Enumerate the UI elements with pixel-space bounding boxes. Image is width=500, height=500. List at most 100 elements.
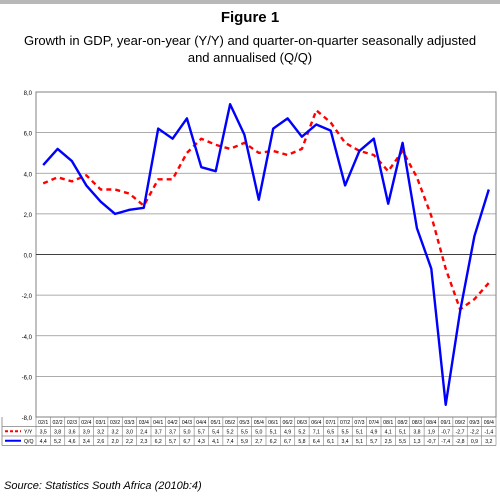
y-tick-label: -2,0 [22,294,33,300]
figure-title: Figure 1 [220,9,280,26]
table-value: 6,7 [183,439,190,445]
table-value: 2,3 [140,439,147,445]
x-category-label: 04/4 [196,420,206,426]
y-tick-label: -4,0 [22,335,33,341]
table-value: 4,9 [284,430,291,436]
table-value: 3,7 [169,430,176,436]
y-tick-label: -8,0 [22,416,33,422]
table-value: 5,1 [356,439,363,445]
table-value: 4,6 [68,439,75,445]
table-value: 2,2 [126,439,133,445]
table-value: 5,5 [241,430,248,436]
table-value: 5,1 [270,430,277,436]
x-category-label: 05/3 [239,420,249,426]
table-value: 5,1 [356,430,363,436]
table-value: 5,4 [212,430,219,436]
x-category-label: 02/4 [81,420,91,426]
table-value: 4,3 [198,439,205,445]
y-tick-label: -6,0 [22,375,33,381]
table-value: 3,7 [155,430,162,436]
table-value: 6,5 [327,430,334,436]
table-value: -2,8 [456,439,465,445]
x-category-label: 02/3 [67,420,77,426]
gdp-growth-chart: 8,0 6,0 4,0 2,0 0,0 -2,0 -4,0 -6,0 -8,0 02/1 02/2 0… [1,91,497,446]
table-value: 6,2 [270,439,277,445]
x-category-label: 05/4 [254,420,264,426]
x-category-label: 09/3 [469,420,479,426]
x-category-label: 08/4 [426,420,436,426]
x-category-label: 07/4 [369,420,379,426]
table-value: 3,2 [485,439,492,445]
x-category-label: 05/1 [211,420,221,426]
table-value: 5,8 [298,439,305,445]
x-category-label: 04/3 [182,420,192,426]
table-value: 5,2 [226,430,233,436]
x-category-label: 03/2 [110,420,120,426]
x-category-label: 04/2 [168,420,178,426]
y-tick-label: 8,0 [24,91,33,97]
table-value: 7,4 [226,439,233,445]
x-category-label: 07/1 [326,420,336,426]
table-value: -0,7 [441,430,450,436]
series-line-qq [42,103,490,406]
source-note: Source: Statistics South Africa (2010b:4… [4,480,202,492]
table-value: 4,9 [370,430,377,436]
table-value: 5,2 [54,439,61,445]
x-category-label: 06/3 [297,420,307,426]
x-category-label: 07/2 [340,420,350,426]
table-value: 3,0 [126,430,133,436]
table-value: 5,7 [370,439,377,445]
x-category-label: 08/1 [383,420,393,426]
x-category-label: 09/1 [441,420,451,426]
table-value: 3,9 [83,430,90,436]
table-value: 5,2 [298,430,305,436]
table-value: 5,9 [241,439,248,445]
table-value: 4,4 [40,439,47,445]
table-value: 5,5 [341,430,348,436]
table-value: 2,4 [140,430,147,436]
x-category-label: 03/4 [139,420,149,426]
table-value: 6,4 [313,439,320,445]
top-rule [0,0,500,4]
x-category-label: 06/2 [283,420,293,426]
x-category-label: 03/1 [96,420,106,426]
table-value: 1,9 [428,430,435,436]
table-value: 5,7 [169,439,176,445]
table-value: 3,8 [413,430,420,436]
table-value: 3,6 [68,430,75,436]
y-tick-label: 4,0 [24,172,33,178]
table-value: 0,9 [471,439,478,445]
x-category-label: 02/1 [38,420,48,426]
x-category-label: 06/1 [268,420,278,426]
table-value: -0,7 [427,439,436,445]
table-value: 5,0 [255,430,262,436]
legend-label: Q/Q [24,439,34,445]
y-tick-label: 0,0 [24,254,33,260]
table-value: 6,7 [284,439,291,445]
x-category-label: 07/3 [354,420,364,426]
table-value: -2,7 [456,430,465,436]
table-value: -2,2 [470,430,479,436]
x-category-label: 08/2 [398,420,408,426]
table-value: 3,4 [341,439,348,445]
x-category-label: 09/2 [455,420,465,426]
table-value: 2,5 [385,439,392,445]
table-value: -7,4 [441,439,450,445]
table-value: 3,4 [83,439,90,445]
x-category-label: 05/2 [225,420,235,426]
y-tick-label: 6,0 [24,132,33,138]
chart-area: 8,0 6,0 4,0 2,0 0,0 -2,0 -4,0 -6,0 -8,0 02/1 02/2 0… [0,82,500,474]
y-tick-label: 2,0 [24,213,33,219]
table-value: 6,2 [155,439,162,445]
x-category-label: 02/2 [53,420,63,426]
table-value: 1,3 [413,439,420,445]
table-value: 6,1 [327,439,334,445]
table-value: 4,1 [212,439,219,445]
table-value: 4,1 [385,430,392,436]
table-value: 2,0 [111,439,118,445]
x-category-label: 09/4 [484,420,494,426]
table-value: 3,8 [54,430,61,436]
x-category-label: 08/3 [412,420,422,426]
table-value: 5,7 [198,430,205,436]
series-line-yy [42,109,490,311]
